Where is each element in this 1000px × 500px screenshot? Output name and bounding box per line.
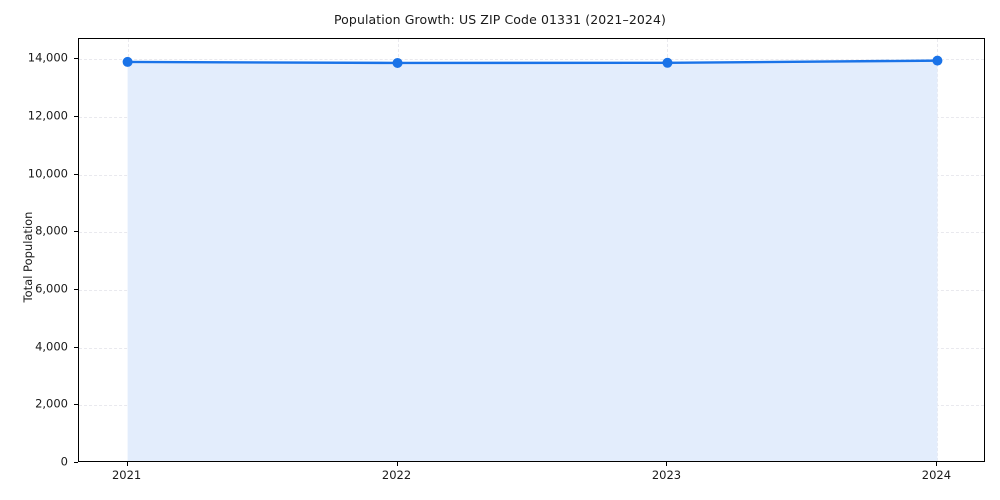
y-tick-label: 8,000 [35, 223, 68, 238]
x-tick-label: 2021 [111, 468, 142, 482]
data-point [392, 57, 403, 68]
y-tick-mark [74, 173, 78, 175]
y-tick-label: 0 [60, 454, 68, 469]
y-tick-label: 12,000 [27, 108, 68, 123]
x-tick-mark [666, 462, 668, 466]
gridline-horizontal [79, 59, 984, 61]
y-tick-label: 4,000 [35, 338, 68, 353]
area-fill [127, 60, 938, 461]
gridline-vertical [937, 39, 939, 461]
y-tick-mark [74, 231, 78, 233]
chart-title: Population Growth: US ZIP Code 01331 (20… [333, 12, 667, 27]
x-tick-label: 2024 [921, 468, 952, 482]
y-tick-label: 6,000 [35, 281, 68, 296]
y-tick-mark [74, 58, 78, 60]
y-tick-mark [74, 115, 78, 117]
x-tick-mark [396, 462, 398, 466]
x-tick-label: 2022 [381, 468, 412, 482]
y-tick-mark [74, 404, 78, 406]
plot-area [78, 38, 985, 462]
trend-line [126, 59, 939, 65]
population-series [122, 55, 943, 461]
y-tick-label: 14,000 [27, 50, 68, 65]
y-tick-mark [74, 288, 78, 290]
data-point [662, 57, 673, 68]
y-axis-label: Total Population [21, 211, 35, 303]
y-tick-mark [74, 462, 78, 463]
y-tick-mark [74, 346, 78, 348]
y-tick-label: 10,000 [27, 165, 68, 180]
data-point [932, 55, 943, 66]
x-tick-label: 2023 [651, 468, 682, 482]
data-point [122, 56, 133, 67]
x-tick-mark [936, 462, 938, 466]
y-tick-label: 2,000 [35, 396, 68, 411]
data-point-markers [122, 55, 943, 68]
x-tick-mark [126, 462, 128, 466]
